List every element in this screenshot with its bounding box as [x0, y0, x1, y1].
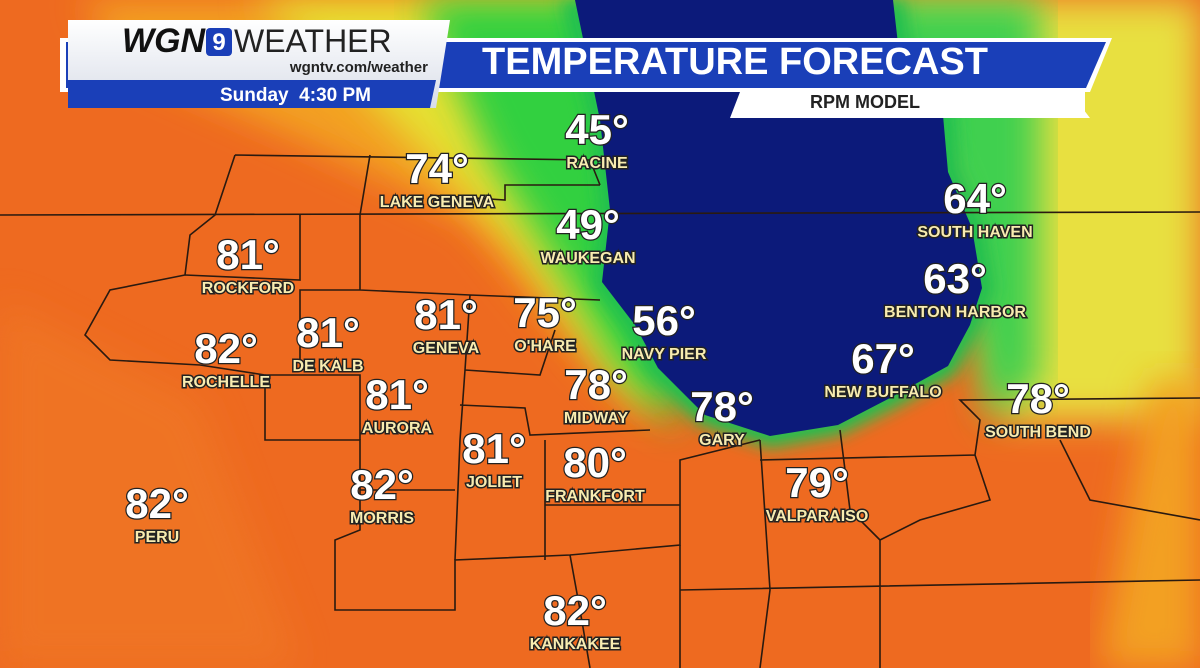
- city-name: RACINE: [566, 155, 628, 172]
- header: WGN 9 WEATHER wgntv.com/weather Sunday 4…: [60, 20, 1112, 118]
- city-temp: 81°: [462, 425, 526, 472]
- city-name: ROCKFORD: [202, 280, 294, 297]
- city-temp: 81°: [365, 371, 429, 418]
- city-name: NAVY PIER: [622, 346, 707, 363]
- city-name: SOUTH BEND: [985, 424, 1091, 441]
- title: TEMPERATURE FORECAST: [482, 41, 988, 83]
- city-temp: 63°: [923, 255, 987, 302]
- city-temp: 79°: [785, 459, 849, 506]
- city-name: MORRIS: [350, 510, 414, 527]
- city-name: DE KALB: [292, 358, 363, 375]
- subtitle-tab: [740, 88, 1085, 118]
- url: wgntv.com/weather: [289, 59, 428, 76]
- city-name: AURORA: [362, 420, 433, 437]
- county-lines: [0, 154, 1200, 668]
- city-name: WAUKEGAN: [540, 250, 635, 267]
- city-temp: 81°: [414, 291, 478, 338]
- city-temp: 74°: [405, 145, 469, 192]
- city-temp: 78°: [564, 361, 628, 408]
- city-name: GENEVA: [413, 340, 480, 357]
- city-temp: 81°: [216, 231, 280, 278]
- cities: 74° LAKE GENEVA 45° RACINE 49° WAUKEGAN 64° SOU…: [124, 105, 1092, 655]
- logo-channel: 9: [212, 29, 225, 56]
- city-temp: 75°: [513, 289, 577, 336]
- city-temp: 82°: [125, 480, 189, 527]
- city-name: FRANKFORT: [545, 488, 645, 505]
- city-name: ROCHELLE: [182, 374, 270, 391]
- city-name: VALPARAISO: [766, 508, 869, 525]
- city-temp: 80°: [563, 439, 627, 486]
- city-temp: 56°: [632, 297, 696, 344]
- city-name: BENTON HARBOR: [884, 304, 1026, 321]
- city-name: LAKE GENEVA: [380, 194, 495, 211]
- city-temp: 45°: [565, 106, 629, 153]
- city-temp: 81°: [296, 309, 360, 356]
- city-temp: 67°: [851, 335, 915, 382]
- city-temp: 78°: [690, 383, 754, 430]
- city-name: KANKAKEE: [530, 636, 621, 653]
- city-temp: 64°: [943, 175, 1007, 222]
- city-name: PERU: [135, 529, 179, 546]
- city-temp: 82°: [194, 325, 258, 372]
- city-temp: 78°: [1006, 375, 1070, 422]
- logo-wgn: WGN: [122, 22, 207, 60]
- city-temp: 82°: [350, 461, 414, 508]
- time: Sunday 4:30 PM: [220, 85, 371, 106]
- subtitle: RPM MODEL: [810, 92, 920, 112]
- city-name: NEW BUFFALO: [824, 384, 941, 401]
- city-name: O'HARE: [514, 338, 576, 355]
- logo-weather: WEATHER: [234, 23, 392, 59]
- city-name: GARY: [699, 432, 745, 449]
- city-name: SOUTH HAVEN: [917, 224, 1032, 241]
- city-name: MIDWAY: [564, 410, 629, 427]
- city-name: JOLIET: [466, 474, 522, 491]
- city-temp: 49°: [556, 201, 620, 248]
- city-temp: 82°: [543, 587, 607, 634]
